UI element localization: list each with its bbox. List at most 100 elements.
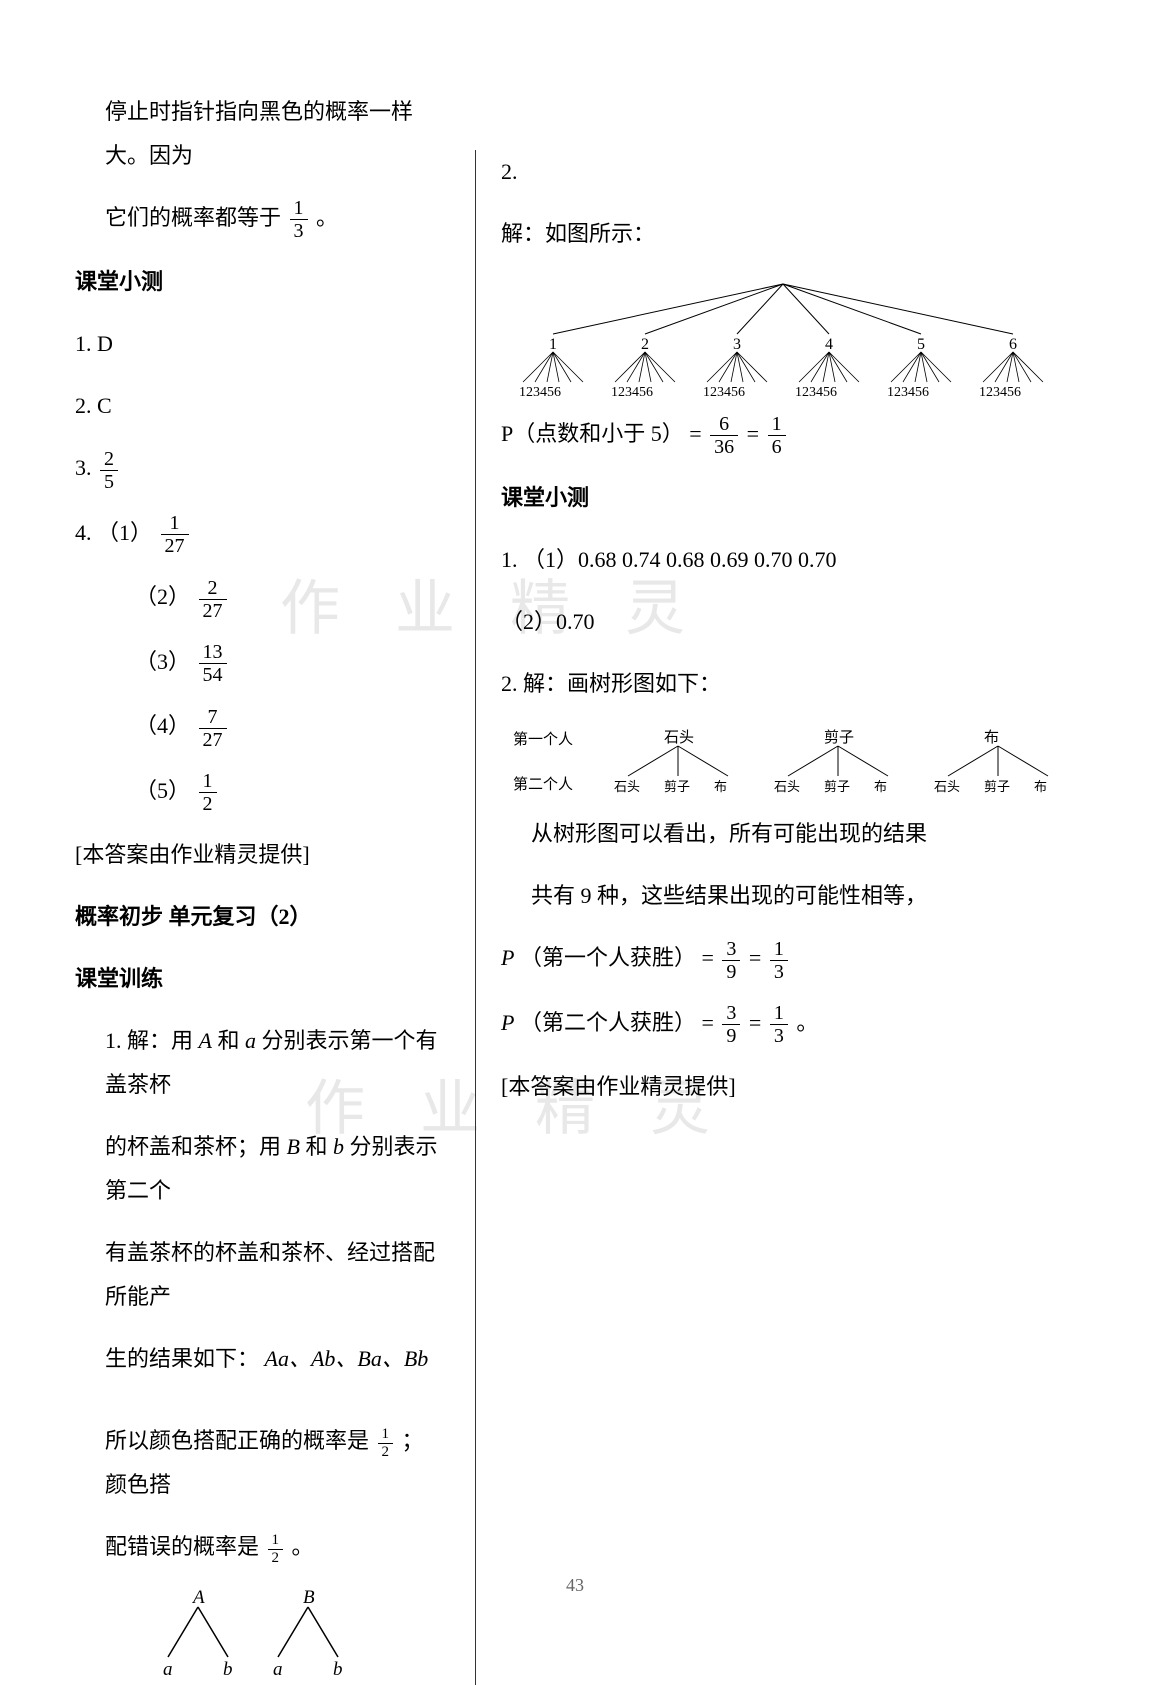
frac-num: 3 bbox=[722, 1002, 740, 1025]
heading-quiz: 课堂小测 bbox=[75, 260, 440, 304]
frac-den: 2 bbox=[199, 793, 217, 815]
right-q1-2: （2）0.70 bbox=[501, 600, 1065, 644]
q4-4-label: （4） bbox=[135, 713, 190, 738]
svg-text:石头: 石头 bbox=[934, 779, 960, 794]
right-q2-sol: 解：如图所示： bbox=[501, 212, 1065, 256]
svg-text:石头: 石头 bbox=[664, 729, 694, 746]
frac-num: 13 bbox=[199, 641, 227, 664]
q4-4-frac: 727 bbox=[199, 706, 227, 751]
p-frac1: 636 bbox=[710, 413, 738, 458]
q4-1-label: 4. （1） bbox=[75, 520, 152, 545]
frac-den: 27 bbox=[199, 600, 227, 622]
frac-den: 9 bbox=[722, 1025, 740, 1047]
frac-num: 1 bbox=[268, 1532, 284, 1550]
p-text: P（点数和小于 5） bbox=[501, 421, 684, 446]
q3-label: 3. bbox=[75, 455, 97, 480]
q4-5-frac: 12 bbox=[199, 770, 217, 815]
svg-text:布: 布 bbox=[874, 779, 887, 794]
r3-frac1: 39 bbox=[722, 938, 740, 983]
frac-num: 1 bbox=[161, 512, 189, 535]
credit-right: [本答案由作业精灵提供] bbox=[501, 1065, 1065, 1109]
p-eq2: = bbox=[747, 421, 765, 446]
frac-den: 3 bbox=[290, 220, 308, 242]
svg-text:123456: 123456 bbox=[611, 385, 653, 400]
q4-5-label: （5） bbox=[135, 778, 190, 803]
r3-text: （第一个人获胜） bbox=[520, 945, 696, 970]
r2: 共有 9 种，这些结果出现的可能性相等， bbox=[501, 874, 1065, 918]
p1: 1. 解：用 A 和 a 分别表示第一个有盖茶杯 bbox=[75, 1019, 440, 1107]
intro-line1: 停止时指针指向黑色的概率一样大。因为 bbox=[75, 90, 440, 178]
frac-num: 1 bbox=[770, 938, 788, 961]
left-q4-5: （5） 12 bbox=[75, 769, 440, 815]
p1a: 1. 解：用 bbox=[105, 1028, 199, 1053]
p6a: 配错误的概率是 bbox=[105, 1534, 265, 1559]
q4-1-frac: 127 bbox=[161, 512, 189, 557]
r4-text: （第二个人获胜） bbox=[520, 1010, 696, 1035]
svg-text:123456: 123456 bbox=[519, 385, 561, 400]
rps-tree-diagram: 第一个人第二个人石头石头剪子布剪子石头剪子布布石头剪子布 bbox=[503, 724, 1063, 804]
left-q4-3: （3） 1354 bbox=[75, 640, 440, 686]
p5a: 所以颜色搭配正确的概率是 bbox=[105, 1428, 375, 1453]
right-column: 2. 解：如图所示： 123456 1234561234561234561234… bbox=[475, 150, 1065, 1685]
svg-text:2: 2 bbox=[641, 336, 649, 353]
r4-eq2: = bbox=[749, 1010, 767, 1035]
frac-den: 27 bbox=[161, 535, 189, 557]
q4-3-label: （3） bbox=[135, 649, 190, 674]
frac-num: 1 bbox=[768, 413, 786, 436]
svg-text:石头: 石头 bbox=[774, 779, 800, 794]
frac-den: 27 bbox=[199, 729, 227, 751]
svg-text:第一个人: 第一个人 bbox=[513, 730, 573, 748]
heading-training: 课堂训练 bbox=[75, 957, 440, 1001]
frac-num: 1 bbox=[770, 1002, 788, 1025]
p-result: P（点数和小于 5） = 636 = 16 bbox=[501, 412, 1065, 458]
p6-frac: 12 bbox=[268, 1532, 284, 1566]
svg-text:123456: 123456 bbox=[795, 385, 837, 400]
svg-text:6: 6 bbox=[1009, 336, 1017, 353]
r4-frac2: 13 bbox=[770, 1002, 788, 1047]
frac-den: 3 bbox=[770, 961, 788, 983]
tree-b1: b bbox=[223, 1659, 233, 1677]
p3: 有盖茶杯的杯盖和茶杯、经过搭配所能产 bbox=[75, 1231, 440, 1319]
r4-frac1: 39 bbox=[722, 1002, 740, 1047]
svg-text:1: 1 bbox=[549, 336, 557, 353]
frac-den: 9 bbox=[722, 961, 740, 983]
r4-end: 。 bbox=[796, 1010, 818, 1035]
intro-line2-b: 。 bbox=[316, 205, 338, 230]
p1b: 和 bbox=[217, 1028, 245, 1053]
frac-den: 2 bbox=[378, 1444, 394, 1461]
right-q2s: 2. 解：画树形图如下： bbox=[501, 662, 1065, 706]
frac-num: 2 bbox=[199, 577, 227, 600]
svg-text:石头: 石头 bbox=[614, 779, 640, 794]
left-q2: 2. C bbox=[75, 384, 440, 428]
p2a: 的杯盖和茶杯；用 bbox=[105, 1134, 287, 1159]
tree-b2: b bbox=[333, 1659, 343, 1677]
frac-den: 6 bbox=[768, 436, 786, 458]
svg-text:123456: 123456 bbox=[887, 385, 929, 400]
intro-frac: 13 bbox=[290, 197, 308, 242]
svg-text:布: 布 bbox=[984, 729, 999, 746]
r4: P （第二个人获胜） = 39 = 13 。 bbox=[501, 1001, 1065, 1047]
italic-B: B bbox=[287, 1134, 300, 1159]
svg-text:4: 4 bbox=[825, 336, 833, 353]
r3-eq1: = bbox=[701, 945, 719, 970]
p5-frac: 12 bbox=[378, 1426, 394, 1460]
p2b: 和 bbox=[305, 1134, 333, 1159]
svg-text:剪子: 剪子 bbox=[984, 779, 1010, 794]
p5: 所以颜色搭配正确的概率是 12 ；颜色搭 bbox=[75, 1419, 440, 1507]
italic-A: A bbox=[199, 1028, 212, 1053]
q4-2-label: （2） bbox=[135, 584, 190, 609]
r4-eq1: = bbox=[701, 1010, 719, 1035]
q4-2-frac: 227 bbox=[199, 577, 227, 622]
svg-text:3: 3 bbox=[733, 336, 741, 353]
r1: 从树形图可以看出，所有可能出现的结果 bbox=[501, 812, 1065, 856]
tree-ab-diagram: A B a b a b bbox=[143, 1587, 373, 1677]
right-q1: 1. （1）0.68 0.74 0.68 0.69 0.70 0.70 bbox=[501, 538, 1065, 582]
intro-line2: 它们的概率都等于 13 。 bbox=[75, 196, 440, 242]
p-frac2: 16 bbox=[768, 413, 786, 458]
svg-text:第二个人: 第二个人 bbox=[513, 775, 573, 793]
page-columns: 停止时指针指向黑色的概率一样大。因为 它们的概率都等于 13 。 课堂小测 1.… bbox=[75, 90, 1095, 1685]
tree-B: B bbox=[303, 1587, 315, 1608]
intro-line2-a: 它们的概率都等于 bbox=[105, 205, 281, 230]
svg-text:剪子: 剪子 bbox=[664, 779, 690, 794]
frac-num: 2 bbox=[100, 448, 118, 471]
